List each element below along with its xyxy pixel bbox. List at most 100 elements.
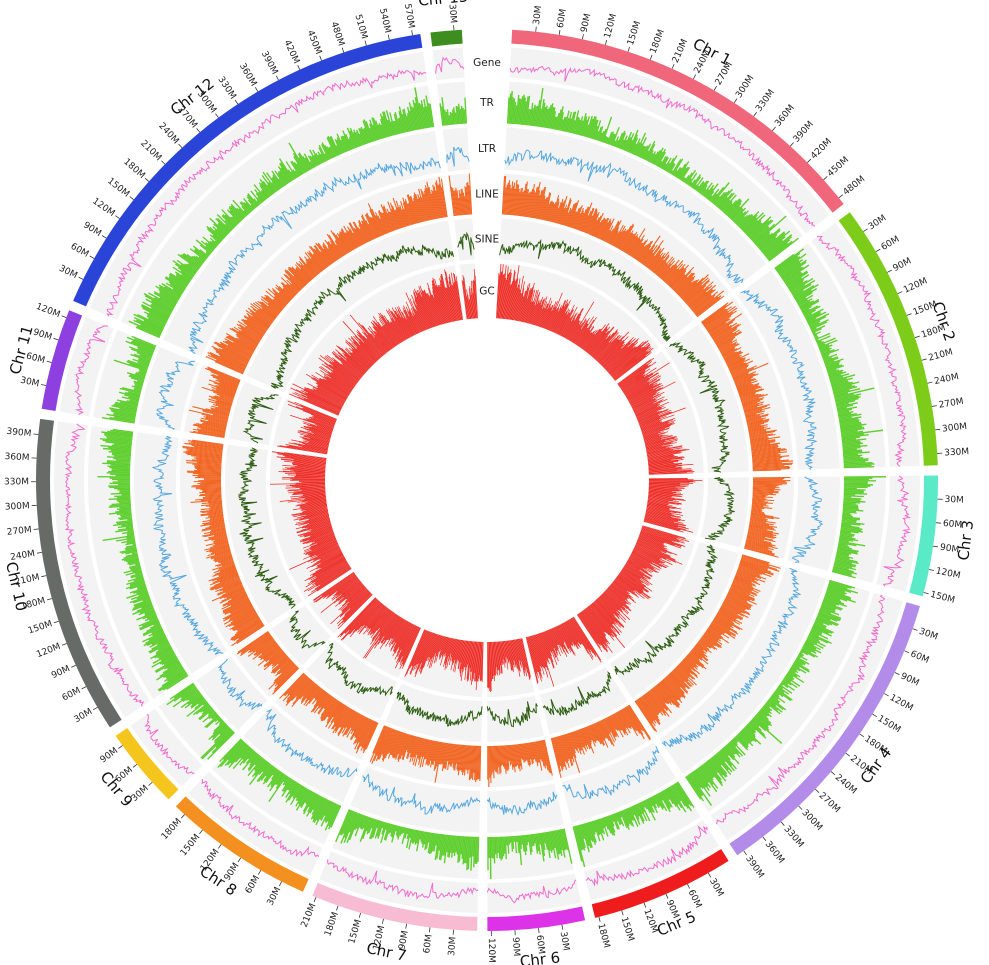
bar-tr bbox=[247, 199, 256, 209]
bar-line bbox=[356, 718, 370, 743]
bar-gc bbox=[570, 618, 592, 653]
bar-gc bbox=[371, 608, 389, 632]
bar-tr bbox=[827, 369, 844, 376]
bar-tr bbox=[641, 145, 649, 159]
bar-line bbox=[729, 363, 748, 373]
bar-tr bbox=[155, 644, 171, 654]
bar-tr bbox=[146, 315, 166, 326]
bar-line bbox=[686, 281, 714, 306]
bar-line bbox=[448, 743, 453, 765]
line-sine bbox=[614, 544, 719, 676]
bar-gc bbox=[453, 639, 460, 672]
bar-tr bbox=[119, 491, 131, 494]
bar-line bbox=[225, 609, 256, 628]
bar-gc bbox=[316, 553, 343, 568]
bar-tr bbox=[295, 787, 308, 807]
bar-tr bbox=[201, 706, 212, 715]
bar-line bbox=[707, 315, 732, 332]
bar-tr bbox=[716, 752, 726, 763]
bar-line bbox=[690, 650, 703, 661]
bar-line bbox=[221, 561, 235, 567]
bar-gc bbox=[563, 622, 579, 649]
bar-tr bbox=[202, 236, 217, 249]
bar-tr bbox=[133, 353, 151, 361]
bar-tr bbox=[699, 766, 714, 786]
bar-tr bbox=[519, 96, 524, 125]
bar-line bbox=[252, 636, 273, 653]
bar-line bbox=[602, 719, 615, 743]
bar-gc bbox=[536, 297, 546, 326]
bar-gc bbox=[586, 607, 607, 634]
bar-gc bbox=[579, 612, 606, 650]
bar-line bbox=[210, 374, 239, 386]
bar-tr bbox=[116, 498, 131, 501]
bar-line bbox=[752, 481, 787, 484]
bar-gc bbox=[632, 391, 665, 409]
bar-gc bbox=[631, 553, 662, 570]
bar-line bbox=[282, 288, 294, 299]
bar-tr bbox=[772, 693, 786, 704]
bar-tr bbox=[181, 273, 192, 282]
bar-tr bbox=[489, 836, 492, 879]
bar-line bbox=[682, 659, 696, 672]
bar-gc bbox=[644, 515, 687, 526]
bar-tr bbox=[487, 836, 489, 871]
bar-line bbox=[468, 745, 472, 770]
bar-tr bbox=[390, 121, 396, 136]
bar-gc bbox=[344, 598, 377, 634]
bar-line bbox=[217, 345, 250, 362]
bar-tr bbox=[111, 478, 131, 481]
bar-tr bbox=[792, 663, 800, 669]
bar-gc bbox=[439, 636, 447, 659]
bar-tr bbox=[287, 169, 296, 180]
bar-line bbox=[271, 652, 286, 665]
bar-line bbox=[555, 198, 564, 224]
bar-gc bbox=[625, 381, 650, 397]
bar-gc bbox=[624, 564, 644, 577]
bar-tr bbox=[815, 618, 830, 626]
bar-tr bbox=[311, 796, 323, 815]
bar-line bbox=[682, 281, 703, 301]
bar-gc bbox=[330, 589, 368, 625]
bar-line bbox=[229, 613, 258, 631]
bar-line bbox=[543, 739, 552, 774]
bar-gc bbox=[628, 383, 662, 402]
bar-tr bbox=[796, 656, 810, 665]
bar-tr bbox=[243, 202, 253, 213]
bar-gc bbox=[433, 635, 443, 664]
bar-gc bbox=[565, 621, 580, 647]
bar-gc bbox=[499, 641, 503, 674]
bar-tr bbox=[835, 553, 854, 559]
bar-tr bbox=[232, 199, 248, 217]
bar-line bbox=[622, 708, 637, 731]
bar-gc bbox=[618, 574, 644, 593]
bar-gc bbox=[561, 623, 574, 647]
bar-gc bbox=[646, 446, 682, 453]
bar-gc bbox=[648, 480, 694, 482]
bar-line bbox=[752, 500, 769, 503]
bar-line bbox=[626, 706, 642, 731]
bar-gc bbox=[639, 416, 667, 427]
bar-line bbox=[598, 721, 608, 739]
bar-line bbox=[200, 417, 228, 425]
bar-gc bbox=[591, 338, 607, 357]
bar-tr bbox=[315, 153, 323, 165]
bar-gc bbox=[648, 466, 677, 470]
bar-tr bbox=[692, 771, 711, 797]
bar-gc bbox=[588, 606, 614, 637]
bar-gc bbox=[303, 492, 326, 495]
bar-tr bbox=[376, 820, 381, 829]
bar-gc bbox=[464, 640, 469, 671]
bar-tr bbox=[316, 798, 328, 821]
bar-line bbox=[703, 634, 722, 649]
bar-line bbox=[564, 207, 572, 226]
bar-line bbox=[305, 687, 321, 707]
bar-line bbox=[205, 367, 240, 383]
bar-gc bbox=[432, 634, 441, 657]
bar-line bbox=[719, 342, 733, 351]
line-gene bbox=[106, 69, 427, 317]
bar-tr bbox=[843, 478, 870, 481]
bar-tr bbox=[726, 744, 737, 755]
bar-gc bbox=[621, 367, 657, 391]
bar-line bbox=[399, 733, 409, 760]
